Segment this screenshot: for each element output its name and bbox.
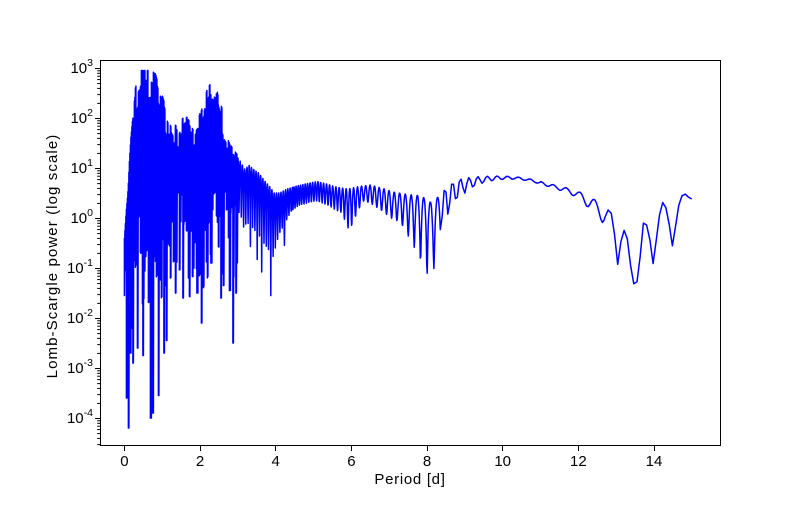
svg-text:4: 4 bbox=[272, 453, 280, 470]
svg-text:14: 14 bbox=[646, 453, 663, 470]
svg-text:2: 2 bbox=[196, 453, 204, 470]
svg-text:10: 10 bbox=[494, 453, 511, 470]
svg-text:12: 12 bbox=[570, 453, 587, 470]
svg-text:6: 6 bbox=[347, 453, 355, 470]
svg-text:Lomb-Scargle power (log scale): Lomb-Scargle power (log scale) bbox=[44, 134, 61, 379]
svg-text:0: 0 bbox=[120, 453, 128, 470]
svg-text:8: 8 bbox=[423, 453, 431, 470]
svg-text:Period [d]: Period [d] bbox=[374, 471, 445, 488]
